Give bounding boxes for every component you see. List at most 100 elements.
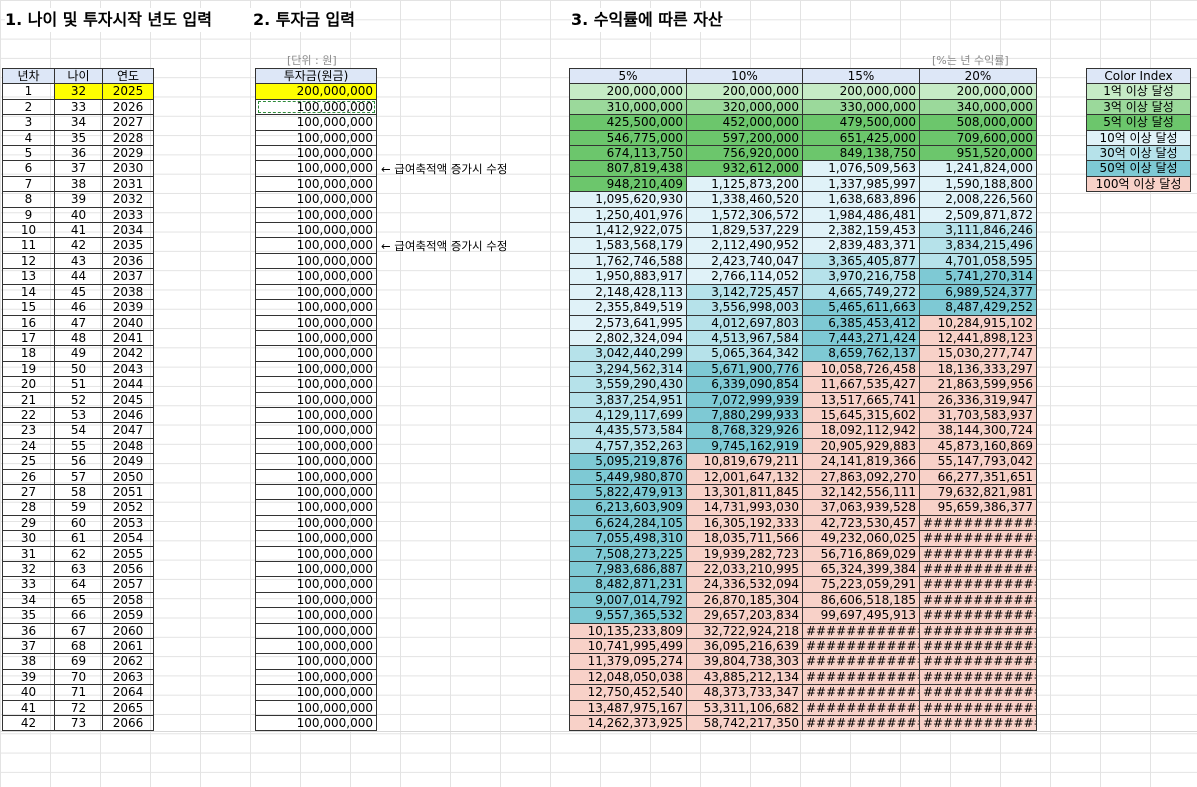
year-count-cell[interactable]: 39 (2, 668, 55, 686)
principal-cell[interactable]: 100,000,000 (255, 391, 377, 408)
asset-value-cell[interactable]: 709,600,000 (919, 129, 1037, 147)
age-cell[interactable]: 55 (54, 437, 103, 455)
asset-value-cell[interactable]: 86,606,518,185 (802, 591, 920, 609)
year-count-cell[interactable]: 20 (2, 376, 55, 393)
age-cell[interactable]: 49 (54, 345, 103, 362)
age-cell[interactable]: 64 (54, 576, 103, 593)
principal-cell[interactable]: 100,000,000 (255, 129, 377, 147)
asset-value-cell[interactable]: ############## (919, 653, 1037, 670)
age-cell[interactable]: 59 (54, 499, 103, 516)
year-cell[interactable]: 2036 (102, 252, 154, 270)
principal-cell[interactable]: 100,000,000 (255, 653, 377, 670)
year-cell[interactable]: 2061 (102, 638, 154, 655)
asset-value-cell[interactable]: 15,645,315,602 (802, 406, 920, 424)
asset-value-cell[interactable]: 340,000,000 (919, 98, 1037, 116)
asset-value-cell[interactable]: 5,095,219,876 (569, 453, 687, 470)
asset-value-cell[interactable]: 22,033,210,995 (686, 560, 803, 578)
age-cell[interactable]: 37 (54, 160, 103, 177)
principal-cell[interactable]: 100,000,000 (255, 283, 377, 301)
asset-value-cell[interactable]: 4,701,058,595 (919, 252, 1037, 270)
year-count-cell[interactable]: 27 (2, 483, 55, 501)
asset-value-cell[interactable]: 2,112,490,952 (686, 237, 803, 254)
age-cell[interactable]: 39 (54, 191, 103, 208)
principal-cell[interactable]: 100,000,000 (255, 530, 377, 547)
asset-value-cell[interactable]: 19,939,282,723 (686, 545, 803, 563)
principal-cell[interactable]: 100,000,000 (255, 206, 377, 224)
age-cell[interactable]: 34 (54, 114, 103, 131)
year-cell[interactable]: 2029 (102, 145, 154, 162)
principal-cell[interactable]: 100,000,000 (255, 145, 377, 162)
asset-value-cell[interactable]: 6,213,603,909 (569, 499, 687, 516)
asset-value-cell[interactable]: 20,905,929,883 (802, 437, 920, 455)
year-count-cell[interactable]: 13 (2, 268, 55, 285)
asset-value-cell[interactable]: 5,449,980,870 (569, 468, 687, 485)
principal-cell[interactable]: 100,000,000 (255, 576, 377, 593)
principal-cell[interactable]: 100,000,000 (255, 622, 377, 640)
asset-value-cell[interactable]: ############## (919, 715, 1037, 732)
asset-value-cell[interactable]: 9,557,365,532 (569, 607, 687, 624)
asset-value-cell[interactable]: 452,000,000 (686, 114, 803, 131)
asset-value-cell[interactable]: 4,665,749,272 (802, 283, 920, 301)
asset-value-cell[interactable]: 37,063,939,528 (802, 499, 920, 516)
asset-value-cell[interactable]: 5,822,479,913 (569, 483, 687, 501)
year-cell[interactable]: 2048 (102, 437, 154, 455)
year-cell[interactable]: 2052 (102, 499, 154, 516)
asset-value-cell[interactable]: 79,632,821,981 (919, 483, 1037, 501)
asset-value-cell[interactable]: 1,241,824,000 (919, 160, 1037, 177)
year-cell[interactable]: 2066 (102, 715, 154, 732)
age-cell[interactable]: 32 (54, 83, 103, 100)
age-cell[interactable]: 36 (54, 145, 103, 162)
principal-cell[interactable]: 100,000,000 (255, 483, 377, 501)
year-cell[interactable]: 2060 (102, 622, 154, 640)
asset-value-cell[interactable]: 3,111,846,246 (919, 222, 1037, 239)
age-cell[interactable]: 72 (54, 699, 103, 717)
asset-value-cell[interactable]: 10,135,233,809 (569, 622, 687, 640)
asset-value-cell[interactable]: 1,762,746,588 (569, 252, 687, 270)
asset-value-cell[interactable]: 8,659,762,137 (802, 345, 920, 362)
year-cell[interactable]: 2025 (102, 83, 154, 100)
asset-value-cell[interactable]: 1,572,306,572 (686, 206, 803, 224)
asset-value-cell[interactable]: 13,487,975,167 (569, 699, 687, 717)
year-count-cell[interactable]: 26 (2, 468, 55, 485)
asset-value-cell[interactable]: 1,337,985,997 (802, 175, 920, 193)
year-count-cell[interactable]: 15 (2, 299, 55, 316)
asset-value-cell[interactable]: ############## (919, 560, 1037, 578)
year-cell[interactable]: 2041 (102, 329, 154, 347)
year-count-cell[interactable]: 19 (2, 360, 55, 378)
year-cell[interactable]: 2042 (102, 345, 154, 362)
age-cell[interactable]: 71 (54, 684, 103, 701)
asset-value-cell[interactable]: 3,142,725,457 (686, 283, 803, 301)
asset-value-cell[interactable]: ############## (919, 638, 1037, 655)
asset-value-cell[interactable]: 5,671,900,776 (686, 360, 803, 378)
age-cell[interactable]: 73 (54, 715, 103, 732)
asset-value-cell[interactable]: ############## (802, 668, 920, 686)
asset-value-cell[interactable]: 951,520,000 (919, 145, 1037, 162)
year-count-cell[interactable]: 28 (2, 499, 55, 516)
year-cell[interactable]: 2027 (102, 114, 154, 131)
asset-value-cell[interactable]: 6,624,284,105 (569, 514, 687, 532)
asset-value-cell[interactable]: ############## (919, 699, 1037, 717)
asset-value-cell[interactable]: 1,095,620,930 (569, 191, 687, 208)
principal-cell[interactable]: 100,000,000 (255, 453, 377, 470)
asset-value-cell[interactable]: 7,508,273,225 (569, 545, 687, 563)
age-cell[interactable]: 42 (54, 237, 103, 254)
year-count-cell[interactable]: 30 (2, 530, 55, 547)
asset-value-cell[interactable]: 39,804,738,303 (686, 653, 803, 670)
year-count-cell[interactable]: 9 (2, 206, 55, 224)
principal-cell[interactable]: 100,000,000 (255, 406, 377, 424)
year-count-cell[interactable]: 29 (2, 514, 55, 532)
principal-cell[interactable]: 100,000,000 (255, 268, 377, 285)
age-cell[interactable]: 53 (54, 406, 103, 424)
asset-value-cell[interactable]: 1,125,873,200 (686, 175, 803, 193)
principal-cell[interactable]: 100,000,000 (255, 699, 377, 717)
asset-value-cell[interactable]: 5,465,611,663 (802, 299, 920, 316)
age-cell[interactable]: 54 (54, 422, 103, 439)
asset-value-cell[interactable]: 38,144,300,724 (919, 422, 1037, 439)
asset-value-cell[interactable]: 11,667,535,427 (802, 376, 920, 393)
asset-value-cell[interactable]: 45,873,160,869 (919, 437, 1037, 455)
age-cell[interactable]: 51 (54, 376, 103, 393)
asset-value-cell[interactable]: 36,095,216,639 (686, 638, 803, 655)
principal-cell[interactable]: 100,000,000 (255, 638, 377, 655)
principal-cell[interactable]: 100,000,000 (255, 314, 377, 331)
year-count-cell[interactable]: 17 (2, 329, 55, 347)
